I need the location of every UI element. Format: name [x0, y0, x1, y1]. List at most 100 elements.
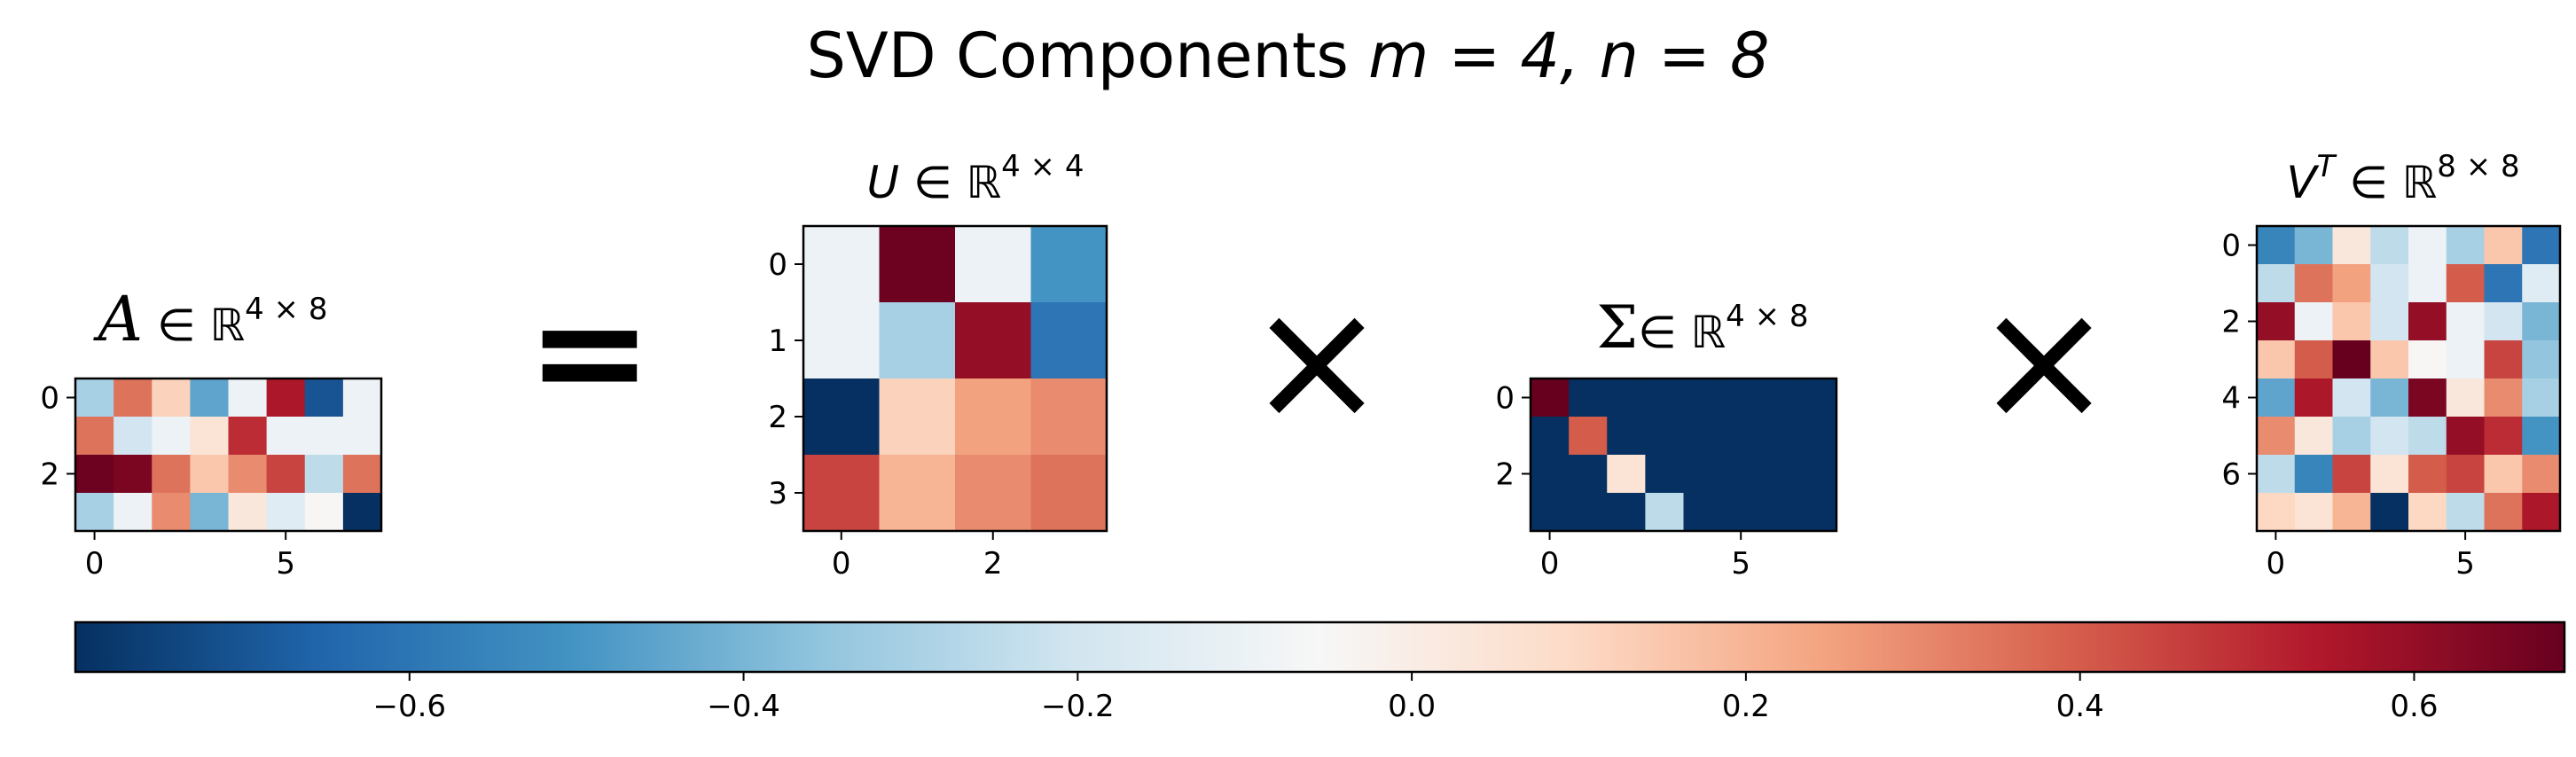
heatmap-cell — [190, 493, 230, 532]
heatmap-cell — [2408, 417, 2447, 456]
heatmap-cell — [1569, 417, 1608, 456]
heatmap-cell — [2522, 264, 2561, 303]
operators: = × × — [527, 262, 2115, 458]
heatmap-cell — [2370, 226, 2409, 265]
heatmap-cell — [1759, 417, 1799, 456]
heatmap-cell — [1569, 455, 1608, 494]
heatmap-cell — [955, 455, 1032, 532]
heatmap-cell — [2294, 455, 2334, 494]
y-tick-label: 2 — [2221, 305, 2241, 340]
colorbar-tick-label: −0.6 — [372, 689, 446, 724]
heatmap-cell — [2446, 226, 2486, 265]
heatmap-cell — [1759, 493, 1799, 532]
heatmap-cell — [2257, 340, 2296, 379]
heatmap-cell — [2484, 378, 2523, 418]
heatmap-cell — [190, 455, 230, 494]
heatmap-cell — [955, 302, 1032, 379]
heatmap-cell — [2370, 417, 2409, 456]
heatmap-cell — [2522, 493, 2561, 532]
heatmap-cell — [2522, 417, 2561, 456]
matrix-sigma-title-var: Σ — [1596, 293, 1639, 362]
matrix-sigma: 0 5 0 2 — [1495, 377, 1838, 581]
x-tick-label: 5 — [2455, 546, 2475, 581]
matrix-frame — [74, 377, 383, 533]
matrix-vt-title-space: ∈ ℝ — [2349, 157, 2438, 208]
heatmap-cell — [1721, 417, 1761, 456]
colorbar-tick-label: 0.4 — [2056, 689, 2104, 724]
heatmap-cell — [75, 455, 114, 494]
matrix-vt-title-dims: 8 × 8 — [2437, 149, 2520, 184]
heatmap-cell — [1683, 417, 1723, 456]
heatmap-cell — [2408, 340, 2447, 379]
matrix-panels: 0 5 0 2 0 2 0 1 2 3 0 5 0 2 0 5 0 2 4 6 — [40, 224, 2562, 581]
heatmap-cell — [1683, 455, 1723, 494]
heatmap-cell — [266, 417, 306, 456]
y-tick-label: 3 — [768, 476, 787, 511]
heatmap-cell — [2484, 455, 2523, 494]
heatmap-cell — [228, 378, 268, 418]
heatmap-cell — [114, 455, 153, 494]
heatmap-cell — [190, 417, 230, 456]
heatmap-cell — [2294, 378, 2334, 418]
matrix-a-title-var: A — [98, 283, 144, 355]
matrix-sigma-title: Σ∈ ℝ4 × 8 — [1525, 299, 1880, 359]
matrix-frame — [2255, 224, 2562, 533]
y-tick-label: 2 — [40, 457, 59, 493]
x-tick-label: 0 — [1540, 546, 1560, 581]
heatmap-cell — [2408, 493, 2447, 532]
heatmap-cell — [1721, 378, 1761, 418]
heatmap-cell — [1797, 417, 1837, 456]
heatmap-cell — [879, 455, 956, 532]
heatmap-cell — [2332, 378, 2371, 418]
heatmap-cell — [190, 378, 230, 418]
heatmap-cell — [2257, 226, 2296, 265]
y-tick-label: 0 — [40, 381, 59, 417]
heatmap-cell — [1569, 493, 1608, 532]
heatmap-cell — [1759, 378, 1799, 418]
heatmap-cell — [1531, 417, 1570, 456]
figure-title: SVD Components m = 4, n = 8 — [0, 16, 2576, 96]
heatmap-cell — [879, 302, 956, 379]
heatmap-cell — [152, 378, 191, 418]
heatmap-cell — [879, 226, 956, 303]
y-tick-label: 6 — [2221, 457, 2241, 493]
heatmap-cell — [304, 378, 344, 418]
heatmap-cell — [266, 455, 306, 494]
heatmap-cell — [803, 226, 881, 303]
heatmap-cell — [114, 493, 153, 532]
heatmap-cell — [266, 493, 306, 532]
heatmap-cell — [2370, 378, 2409, 418]
heatmap-cell — [1645, 455, 1685, 494]
heatmap-cell — [2446, 493, 2486, 532]
heatmap-cell — [2484, 226, 2523, 265]
heatmap-cell — [1759, 455, 1799, 494]
heatmap-cell — [1645, 378, 1685, 418]
heatmap-cell — [228, 493, 268, 532]
heatmap-cell — [1531, 378, 1570, 418]
heatmap-cell — [1645, 493, 1685, 532]
heatmap-cell — [75, 378, 114, 418]
heatmap-cell — [2370, 455, 2409, 494]
figure-title-expr: m = 4, n = 8 — [1368, 20, 1770, 92]
matrix-vt: 0 5 0 2 4 6 — [2221, 224, 2562, 581]
heatmap-cell — [1797, 493, 1837, 532]
times-operator-2: × — [1973, 262, 2114, 458]
heatmap-cell — [2522, 455, 2561, 494]
heatmap-cell — [1030, 455, 1108, 532]
matrix-vt-title-var: V — [2286, 157, 2317, 208]
x-tick-label: 0 — [85, 546, 105, 581]
heatmap-cell — [2332, 417, 2371, 456]
heatmap-cell — [228, 417, 268, 456]
heatmap-cell — [1607, 417, 1646, 456]
heatmap-cell — [2522, 340, 2561, 379]
heatmap-cell — [2257, 455, 2296, 494]
heatmap-cell — [803, 302, 881, 379]
y-tick-label: 4 — [2221, 381, 2241, 417]
x-tick-label: 5 — [276, 546, 295, 581]
colorbar-tick-label: 0.0 — [1388, 689, 1436, 724]
y-tick-label: 2 — [768, 400, 787, 435]
colorbar-tick-label: 0.2 — [1722, 689, 1770, 724]
matrix-u: 0 2 0 1 2 3 — [768, 224, 1108, 581]
heatmap-cell — [114, 378, 153, 418]
